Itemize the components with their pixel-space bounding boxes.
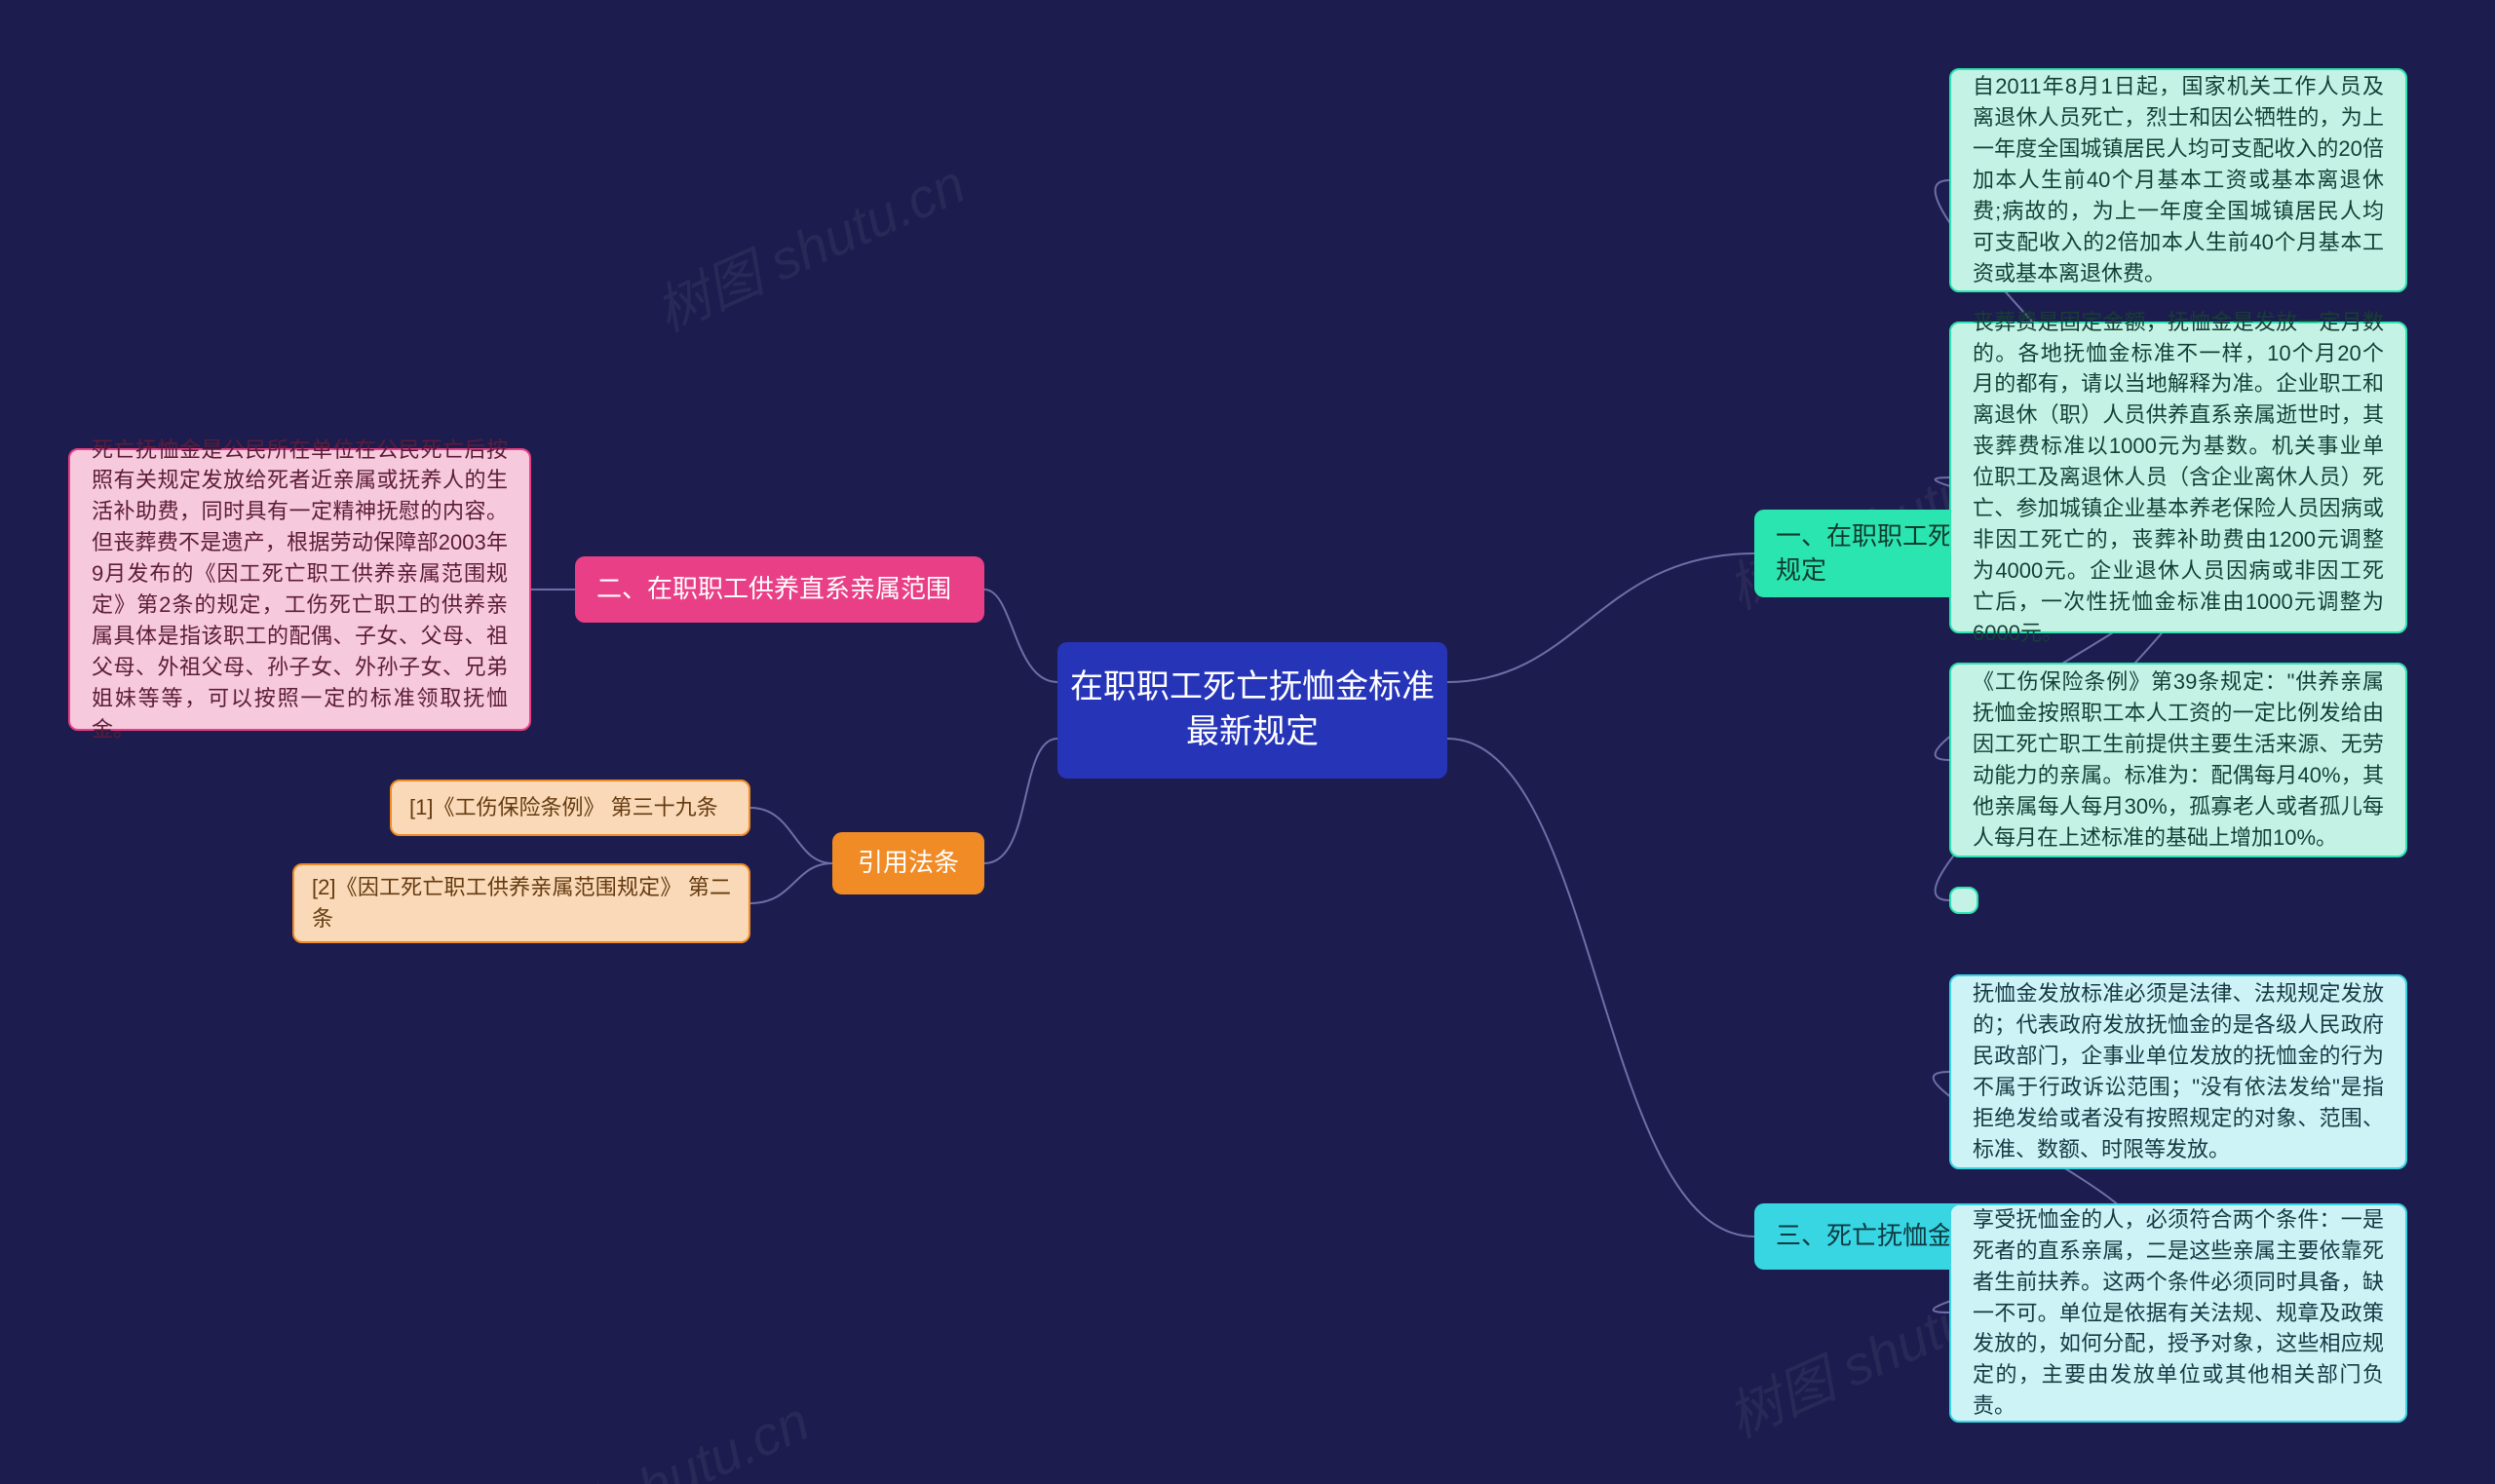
leaf-text: 享受抚恤金的人，必须符合两个条件：一是死者的直系亲属，二是这些亲属主要依靠死者生… xyxy=(1973,1204,2384,1422)
leaf-text: 丧葬费是固定金额，抚恤金是发放一定月数的。各地抚恤金标准不一样，10个月20个月… xyxy=(1973,307,2384,649)
branch-3-leaf-1[interactable]: 享受抚恤金的人，必须符合两个条件：一是死者的直系亲属，二是这些亲属主要依靠死者生… xyxy=(1949,1203,2407,1423)
branch-1-leaf-0[interactable]: 自2011年8月1日起，国家机关工作人员及离退休人员死亡，烈士和因公牺牲的，为上… xyxy=(1949,68,2407,292)
leaf-text: 《工伤保险条例》第39条规定："供养亲属抚恤金按照职工本人工资的一定比例发给由因… xyxy=(1973,666,2384,853)
branch-1-leaf-2[interactable]: 《工伤保险条例》第39条规定："供养亲属抚恤金按照职工本人工资的一定比例发给由因… xyxy=(1949,663,2407,857)
branch-1-leaf-3-empty[interactable] xyxy=(1949,887,1978,914)
leaf-text: [2]《因工死亡职工供养亲属范围规定》 第二条 xyxy=(312,872,731,934)
leaf-text: [1]《工伤保险条例》 第三十九条 xyxy=(409,792,731,823)
watermark: 树图 shutu.cn xyxy=(485,1379,820,1484)
root-label: 在职职工死亡抚恤金标准最新规定 xyxy=(1057,666,1447,755)
branch-2-leaf-0[interactable]: 死亡抚恤金是公民所在单位在公民死亡后按照有关规定发放给死者近亲属或抚养人的生活补… xyxy=(68,448,531,731)
watermark: 树图 shutu.cn xyxy=(641,141,976,348)
leaf-text: 死亡抚恤金是公民所在单位在公民死亡后按照有关规定发放给死者近亲属或抚养人的生活补… xyxy=(92,435,508,745)
root-node[interactable]: 在职职工死亡抚恤金标准最新规定 xyxy=(1057,642,1447,779)
leaf-text: 抚恤金发放标准必须是法律、法规规定发放的；代表政府发放抚恤金的是各级人民政府民政… xyxy=(1973,978,2384,1164)
branch-4-label: 引用法条 xyxy=(854,846,963,880)
branch-2[interactable]: 二、在职职工供养直系亲属范围 xyxy=(575,556,984,623)
branch-3-leaf-0[interactable]: 抚恤金发放标准必须是法律、法规规定发放的；代表政府发放抚恤金的是各级人民政府民政… xyxy=(1949,974,2407,1169)
branch-4-leaf-0[interactable]: [1]《工伤保险条例》 第三十九条 xyxy=(390,780,750,836)
branch-1-leaf-1[interactable]: 丧葬费是固定金额，抚恤金是发放一定月数的。各地抚恤金标准不一样，10个月20个月… xyxy=(1949,322,2407,633)
branch-2-label: 二、在职职工供养直系亲属范围 xyxy=(596,572,963,606)
leaf-text: 自2011年8月1日起，国家机关工作人员及离退休人员死亡，烈士和因公牺牲的，为上… xyxy=(1973,71,2384,288)
branch-4-leaf-1[interactable]: [2]《因工死亡职工供养亲属范围规定》 第二条 xyxy=(292,863,750,943)
branch-4-citations[interactable]: 引用法条 xyxy=(832,832,984,894)
